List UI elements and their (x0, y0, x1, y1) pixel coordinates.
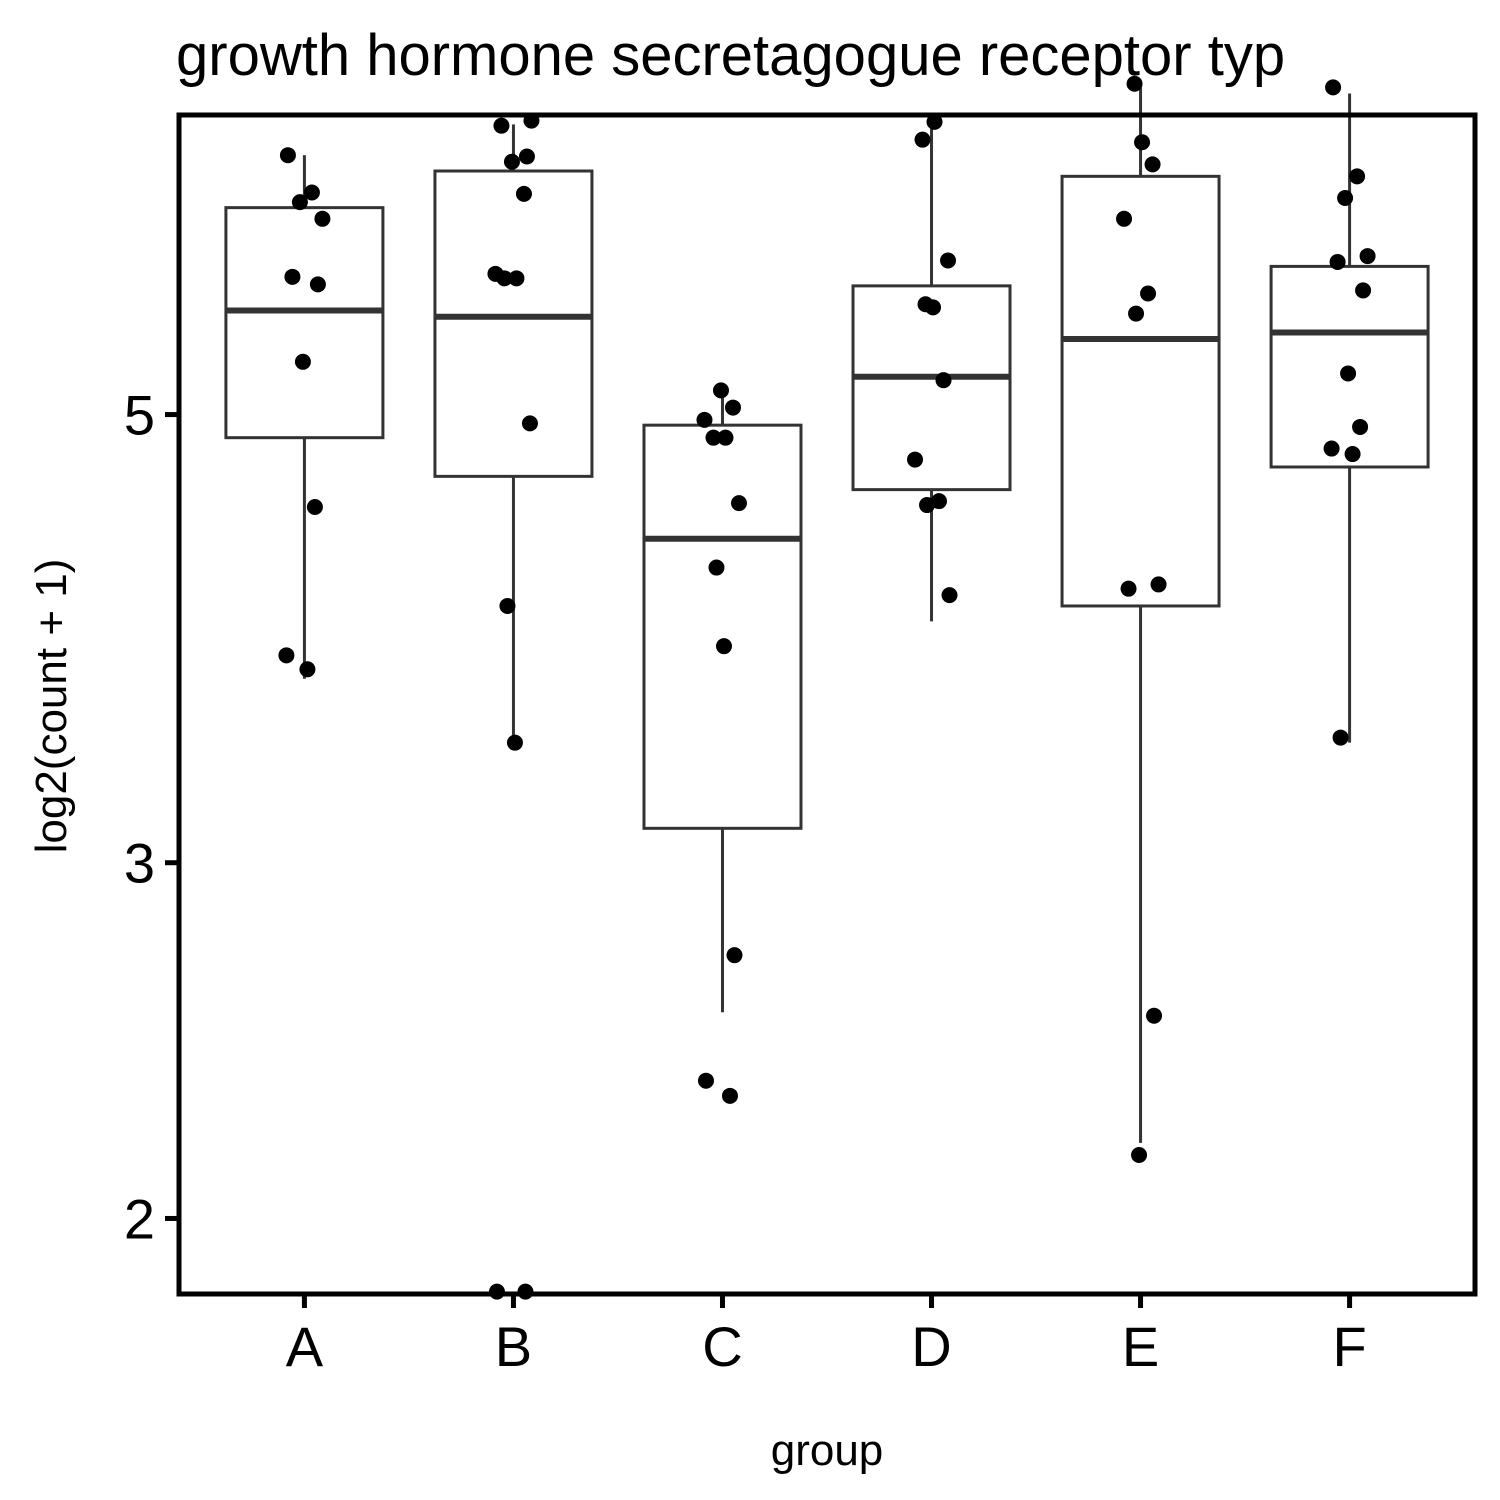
x-tick-label: C (702, 1315, 742, 1378)
data-point (941, 587, 958, 604)
data-point (1134, 134, 1151, 151)
points-group-C (696, 382, 747, 1104)
data-point (1340, 365, 1357, 382)
x-axis: A B C D E F (286, 1294, 1367, 1378)
x-tick-label: B (495, 1315, 532, 1378)
data-point (1131, 1147, 1148, 1164)
box-iqr (224, 206, 385, 440)
data-point (1325, 79, 1342, 96)
x-tick-label: A (286, 1315, 324, 1378)
box-group-F (1269, 93, 1430, 743)
data-point (496, 270, 513, 287)
data-point (506, 734, 523, 751)
data-point (309, 276, 326, 293)
data-point (1144, 156, 1161, 173)
points-group-D (907, 113, 958, 604)
data-point (1128, 305, 1145, 322)
data-point (1146, 1007, 1163, 1024)
data-point (499, 597, 516, 614)
box-iqr (642, 423, 803, 830)
y-tick-label: 5 (124, 384, 155, 447)
data-point (1349, 168, 1366, 185)
data-point (696, 411, 713, 428)
data-point (503, 153, 520, 170)
data-point (1150, 576, 1167, 593)
data-point (518, 148, 535, 165)
data-point (1116, 210, 1133, 227)
box-iqr (1060, 174, 1221, 608)
y-axis-title: log2(count + 1) (27, 559, 76, 854)
data-point (493, 117, 510, 134)
x-tick-label: F (1332, 1315, 1366, 1378)
data-point (940, 252, 957, 269)
data-point (294, 353, 311, 370)
x-tick-label: E (1122, 1315, 1159, 1378)
y-tick-label: 2 (124, 1187, 155, 1250)
data-point (721, 1087, 738, 1104)
data-point (303, 184, 320, 201)
data-point (1140, 285, 1157, 302)
data-point (907, 451, 924, 468)
data-point (1120, 580, 1137, 597)
box-group-E (1060, 87, 1221, 1143)
box-iqr (851, 284, 1012, 492)
data-point (697, 1072, 714, 1089)
points-group-E (1116, 75, 1167, 1164)
data-point (284, 268, 301, 285)
data-point (717, 429, 734, 446)
data-point (1355, 282, 1372, 299)
data-point (1359, 248, 1376, 265)
data-point (919, 497, 936, 514)
data-point (306, 499, 323, 516)
points-group-A (278, 147, 331, 678)
data-point (521, 415, 538, 432)
data-point (291, 194, 308, 211)
data-point (926, 113, 943, 130)
data-point (935, 372, 952, 389)
data-point (515, 185, 532, 202)
box-group-B (433, 124, 594, 743)
x-tick-label: D (911, 1315, 951, 1378)
data-point (1352, 418, 1369, 435)
plot-panel-border (176, 112, 1478, 1297)
data-point (724, 399, 741, 416)
data-point (705, 429, 722, 446)
data-point (314, 210, 331, 227)
data-point (708, 559, 725, 576)
x-axis-title: group (771, 1426, 884, 1475)
data-point (1323, 440, 1340, 457)
points-group-F (1323, 79, 1376, 746)
data-point (715, 638, 732, 655)
box-iqr (433, 169, 594, 478)
data-point (508, 270, 525, 287)
data-point (1332, 729, 1349, 746)
data-point (1344, 446, 1361, 463)
box-group-C (642, 395, 803, 1013)
y-tick-label: 3 (124, 832, 155, 895)
data-point (925, 299, 942, 316)
data-point (726, 947, 743, 964)
data-point (712, 382, 729, 399)
data-point (1126, 75, 1143, 92)
data-point (279, 147, 296, 164)
plot-area (224, 75, 1430, 1300)
data-point (931, 493, 948, 510)
data-point (299, 661, 316, 678)
y-axis: 2 3 5 (124, 384, 179, 1250)
data-point (914, 131, 931, 148)
chart-title: growth hormone secretagogue receptor typ (176, 23, 1285, 88)
data-point (730, 495, 747, 512)
data-point (1337, 189, 1354, 206)
box-group-D (851, 124, 1012, 622)
data-point (278, 647, 295, 664)
box-group-A (224, 155, 385, 679)
data-point (1329, 253, 1346, 270)
